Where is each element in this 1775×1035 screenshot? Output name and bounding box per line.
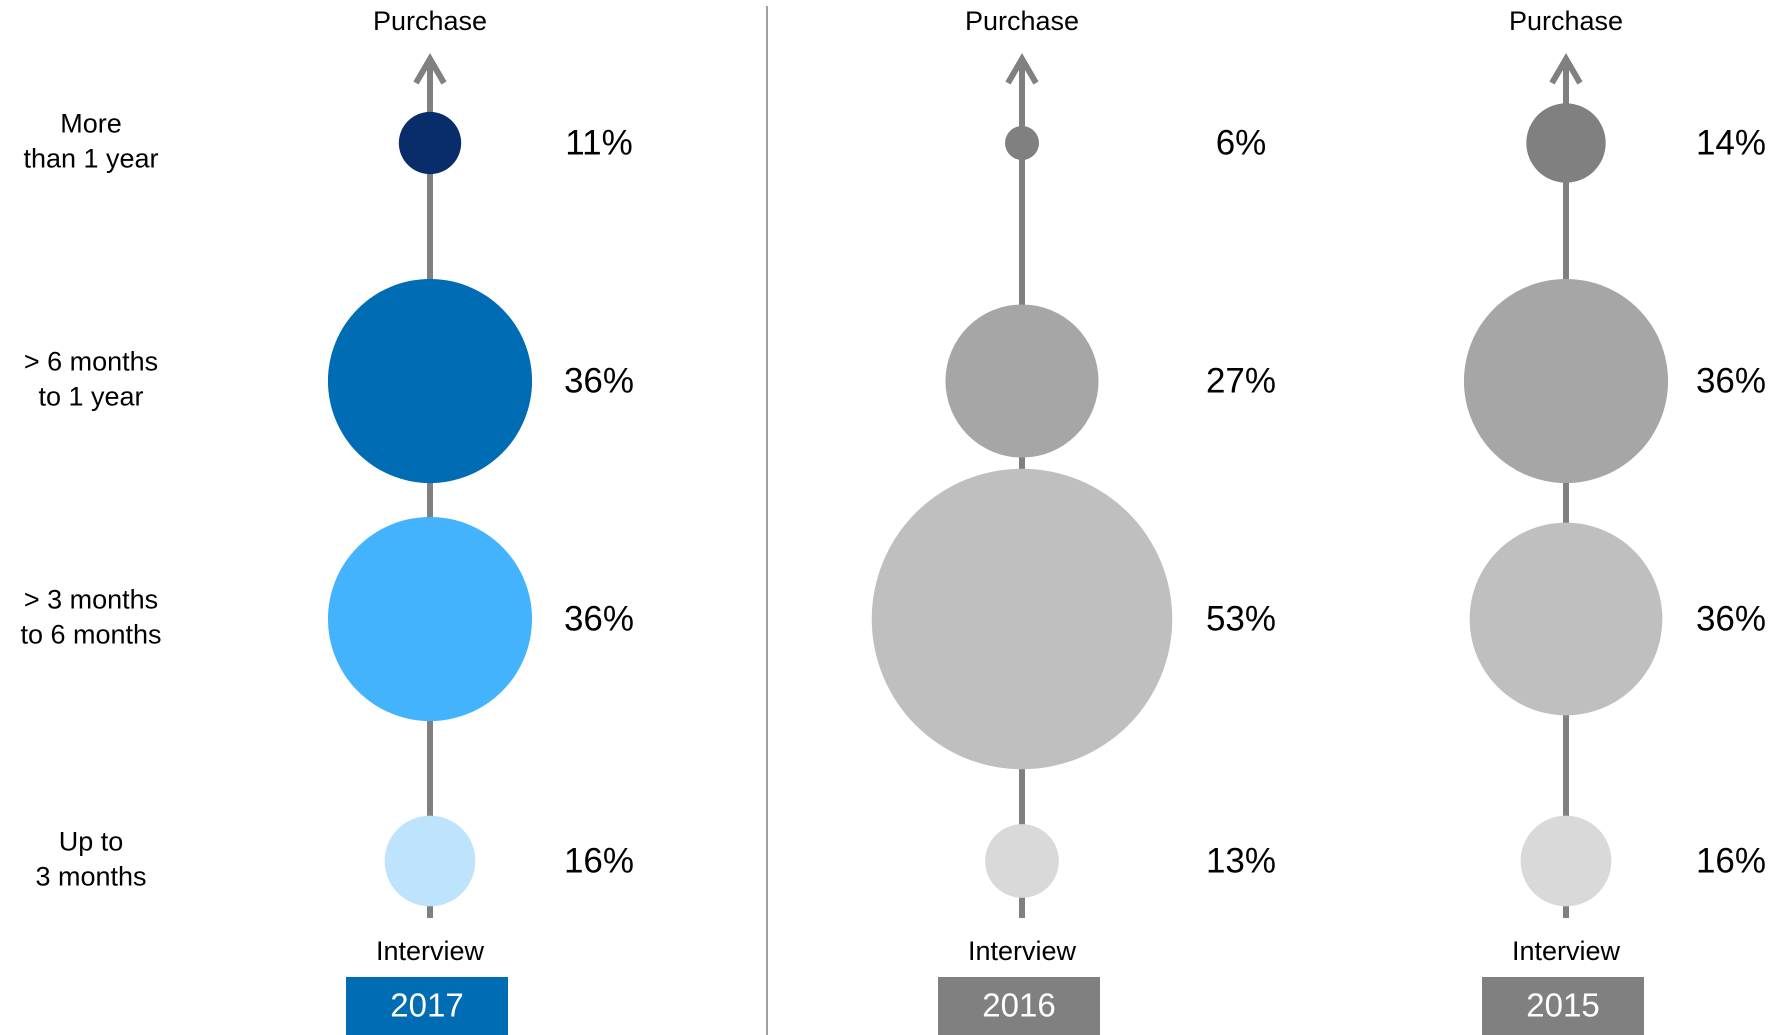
value-label: 6% (1216, 123, 1267, 162)
row-label: than 1 year (23, 144, 158, 174)
row-label: > 3 months (24, 585, 158, 615)
row-label: to 6 months (20, 620, 161, 650)
value-label: 14% (1696, 123, 1766, 162)
arrow-head (413, 53, 447, 85)
value-label: 36% (564, 361, 634, 400)
bubble (398, 111, 462, 175)
bubble (1526, 103, 1606, 183)
value-label: 53% (1206, 599, 1276, 638)
bottom-label: Interview (1512, 936, 1621, 966)
bottom-label: Interview (376, 936, 485, 966)
year-box (938, 977, 1100, 1035)
bubble (384, 815, 476, 907)
bubble (985, 824, 1059, 898)
row-label: 3 months (35, 862, 146, 892)
bubble (1463, 278, 1669, 484)
bottom-label: Interview (968, 936, 1077, 966)
bubble (1469, 522, 1663, 716)
top-label: Purchase (965, 6, 1079, 36)
year-label: 2015 (1526, 987, 1599, 1024)
bubble (327, 516, 533, 722)
value-label: 13% (1206, 841, 1276, 880)
row-label: to 1 year (38, 382, 143, 412)
row-label: > 6 months (24, 347, 158, 377)
arrow-head (1005, 53, 1039, 85)
bubble (327, 278, 533, 484)
row-label: Up to (59, 827, 124, 857)
value-label: 36% (1696, 599, 1766, 638)
bubble (1004, 125, 1040, 161)
year-box (346, 977, 508, 1035)
value-label: 36% (564, 599, 634, 638)
arrow-head (1549, 53, 1583, 85)
row-label: More (60, 109, 122, 139)
top-label: Purchase (373, 6, 487, 36)
value-label: 16% (1696, 841, 1766, 880)
value-label: 36% (1696, 361, 1766, 400)
value-label: 27% (1206, 361, 1276, 400)
bubble (945, 304, 1099, 458)
value-label: 16% (564, 841, 634, 880)
year-box (1482, 977, 1644, 1035)
year-label: 2016 (982, 987, 1055, 1024)
bubble (1520, 815, 1612, 907)
value-label: 11% (565, 123, 632, 162)
year-label: 2017 (390, 987, 463, 1024)
bubble (871, 468, 1173, 770)
top-label: Purchase (1509, 6, 1623, 36)
